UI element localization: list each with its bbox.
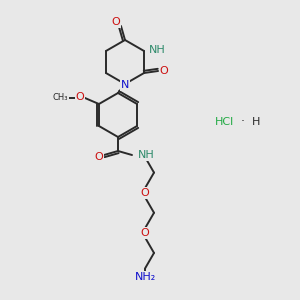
Text: NH₂: NH₂ <box>134 272 156 281</box>
Text: ·: · <box>241 116 245 128</box>
Text: NH: NH <box>138 150 155 160</box>
Text: O: O <box>141 228 149 239</box>
Text: H: H <box>252 117 260 127</box>
Text: O: O <box>76 92 84 102</box>
Text: HCl: HCl <box>215 117 235 127</box>
Text: O: O <box>160 66 168 76</box>
Text: N: N <box>121 80 129 90</box>
Text: O: O <box>112 17 120 27</box>
Text: CH₃: CH₃ <box>52 94 68 103</box>
Text: O: O <box>141 188 149 198</box>
Text: NH: NH <box>149 45 166 55</box>
Text: O: O <box>94 152 103 162</box>
